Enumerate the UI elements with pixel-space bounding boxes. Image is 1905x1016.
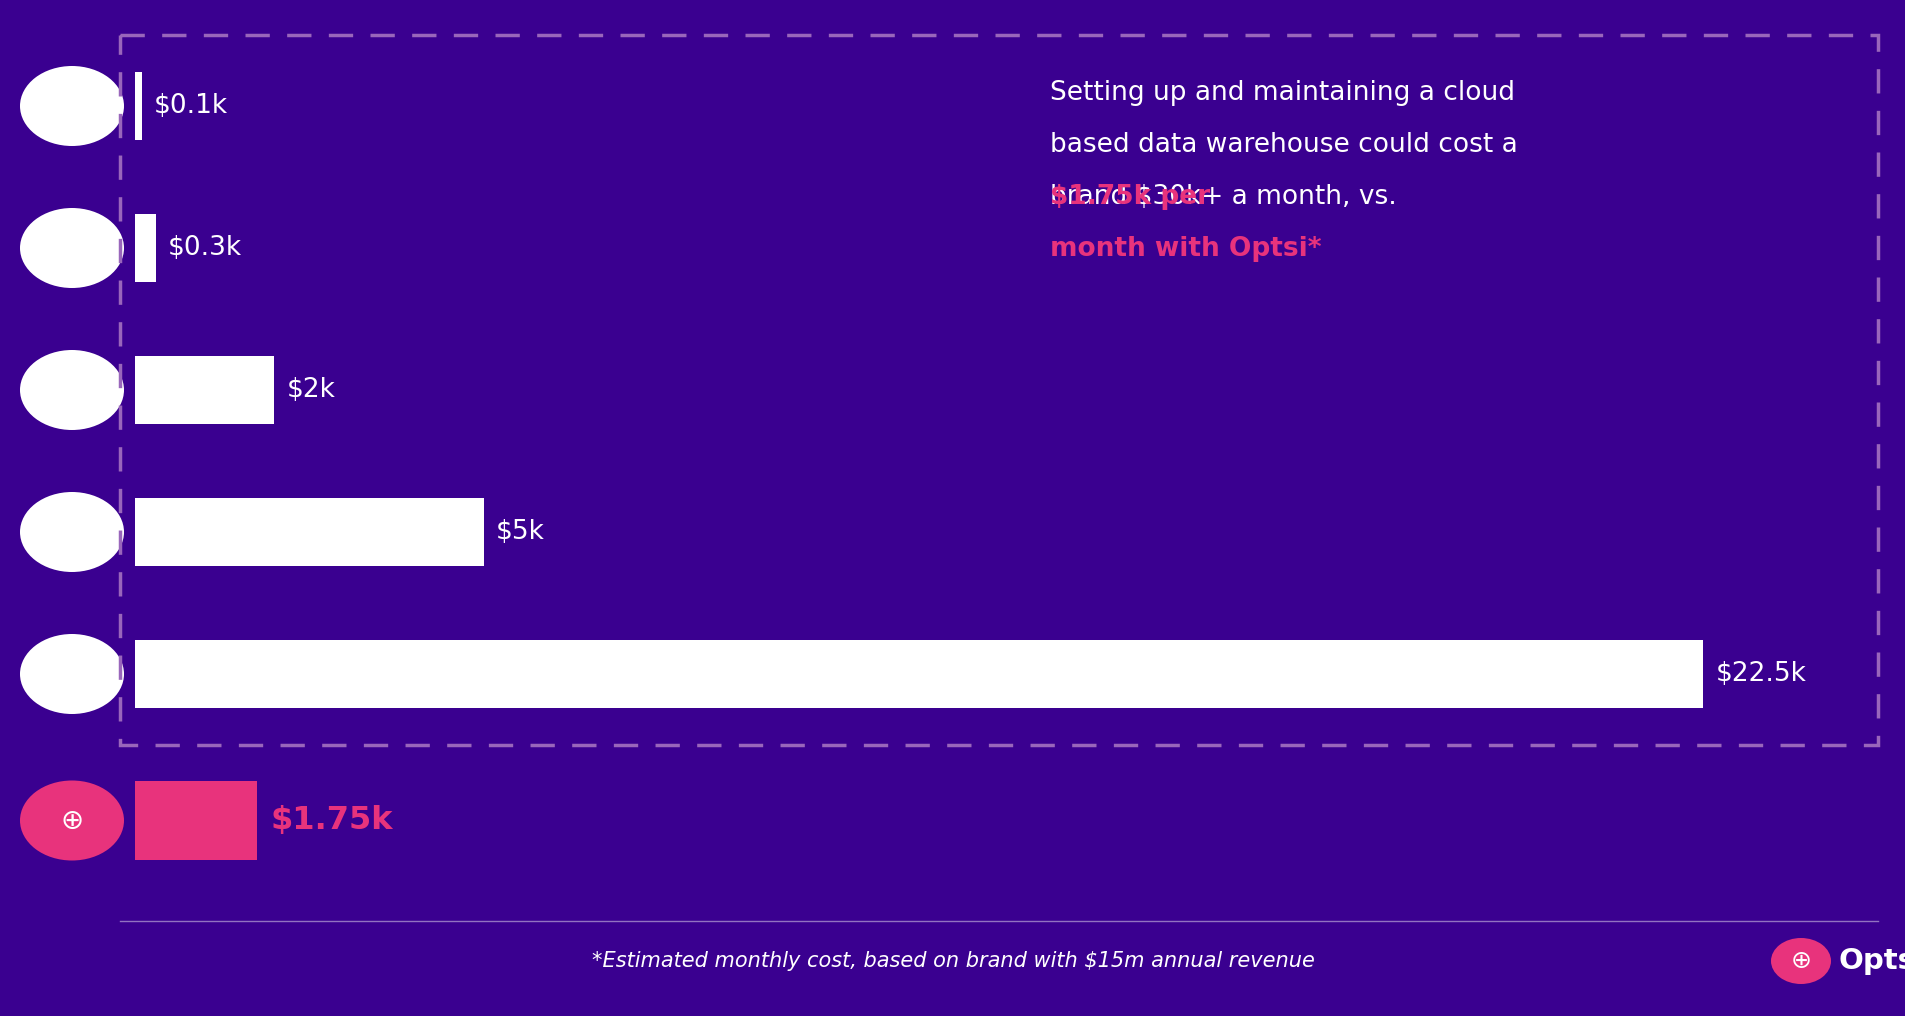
Text: based data warehouse could cost a: based data warehouse could cost a: [1050, 132, 1516, 158]
Bar: [135, 356, 274, 424]
Text: $1.75k: $1.75k: [271, 805, 392, 836]
Ellipse shape: [19, 634, 124, 714]
Bar: [135, 72, 141, 140]
Bar: [135, 214, 156, 282]
Text: brand $30k+ a month, vs.: brand $30k+ a month, vs.: [1050, 184, 1404, 210]
Bar: [135, 640, 1703, 708]
Text: $1.75k per: $1.75k per: [1050, 184, 1210, 210]
Ellipse shape: [1770, 938, 1831, 985]
Text: *Estimated monthly cost, based on brand with $15m annual revenue: *Estimated monthly cost, based on brand …: [591, 951, 1314, 971]
Text: ⊕: ⊕: [1789, 949, 1810, 973]
Ellipse shape: [19, 208, 124, 288]
Ellipse shape: [19, 350, 124, 430]
Text: $2k: $2k: [286, 377, 335, 403]
Text: $0.3k: $0.3k: [168, 235, 242, 261]
Bar: [135, 781, 257, 860]
Text: $22.5k: $22.5k: [1714, 661, 1806, 687]
Text: $5k: $5k: [495, 519, 545, 545]
Ellipse shape: [19, 780, 124, 861]
Ellipse shape: [19, 492, 124, 572]
Bar: [135, 498, 484, 566]
Text: Optsi: Optsi: [1838, 947, 1905, 975]
Text: month with Optsi*: month with Optsi*: [1050, 236, 1320, 262]
Text: Setting up and maintaining a cloud: Setting up and maintaining a cloud: [1050, 80, 1514, 106]
Text: $0.1k: $0.1k: [154, 93, 229, 119]
Text: ⊕: ⊕: [61, 807, 84, 834]
Ellipse shape: [19, 66, 124, 146]
